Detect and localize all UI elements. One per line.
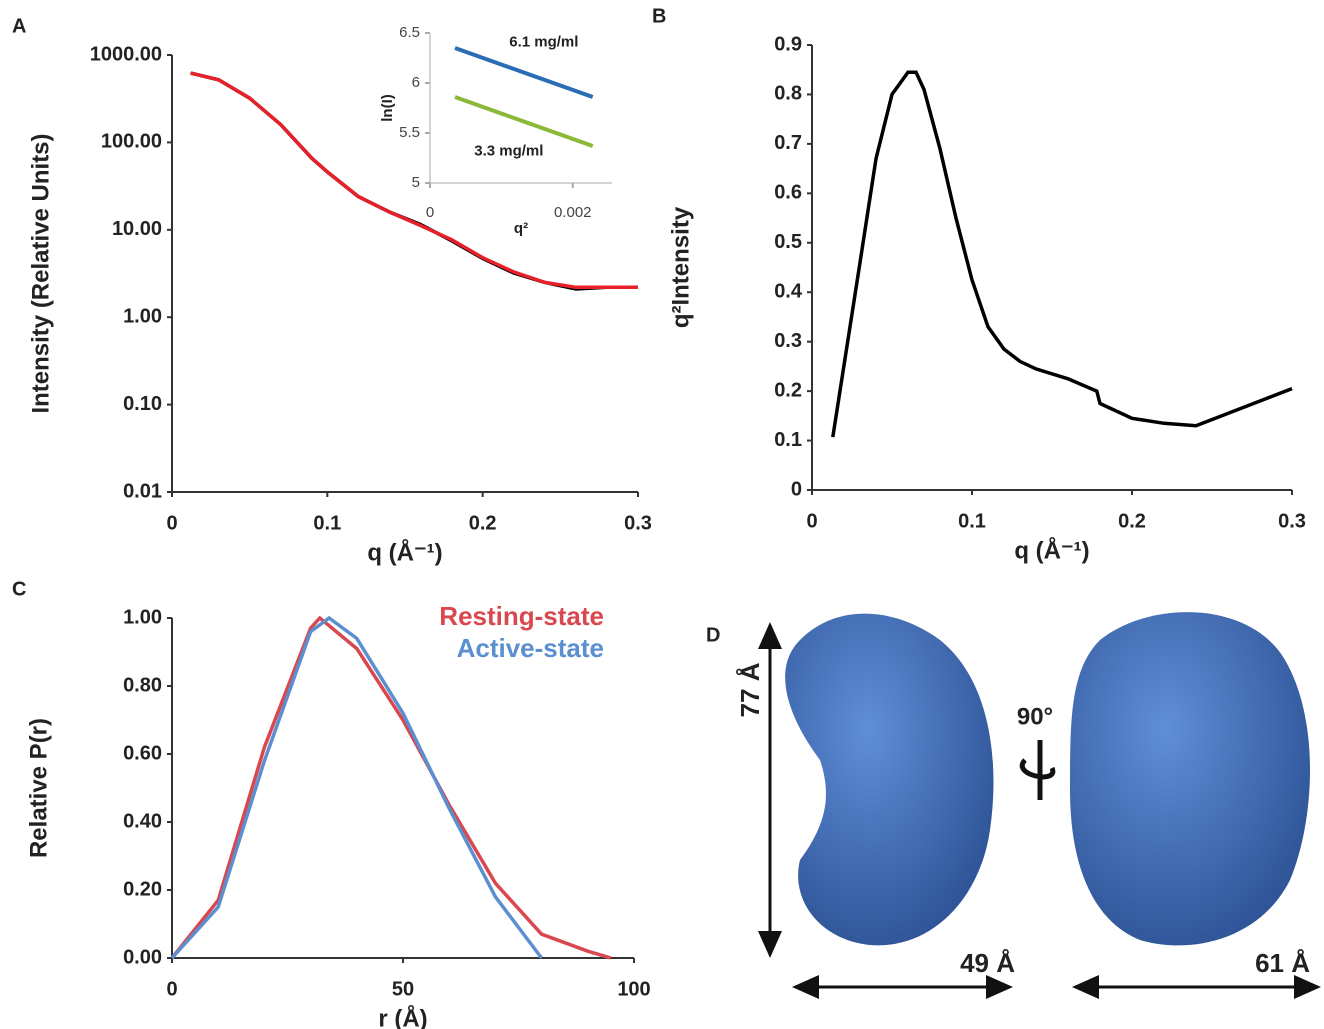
molecule-view	[785, 614, 993, 946]
y-tick-label: 0.00	[123, 946, 162, 968]
y-tick-label: 6.5	[399, 24, 420, 41]
x-tick-label: 0.2	[469, 512, 497, 534]
x-tick-label: 0.3	[1278, 510, 1306, 532]
dimension-label: 49 Å	[960, 948, 1015, 978]
legend-label: Resting-state	[439, 601, 604, 631]
y-tick-label: 5.5	[399, 124, 420, 141]
x-tick-label: 100	[617, 978, 650, 1000]
y-axis-title: Relative P(r)	[25, 718, 52, 858]
y-axis-title: q²Intensity	[667, 206, 694, 328]
y-tick-label: 0.3	[774, 330, 802, 352]
y-tick-label: 1.00	[123, 305, 162, 327]
data-line	[172, 618, 611, 958]
y-axis-title: ln(I)	[379, 94, 396, 122]
x-axis-title: q (Å⁻¹)	[1014, 536, 1089, 564]
x-tick-label: 50	[392, 978, 414, 1000]
x-tick-label: 0	[806, 510, 817, 532]
x-tick-label: 0	[166, 978, 177, 1000]
x-tick-label: 0.1	[958, 510, 986, 532]
x-tick-label: 0.1	[313, 512, 341, 534]
panel-letter: C	[12, 578, 26, 600]
data-line	[455, 97, 593, 146]
y-tick-label: 0.2	[774, 379, 802, 401]
x-tick-label: 0.2	[1118, 510, 1146, 532]
dimension-label: 61 Å	[1255, 948, 1310, 978]
y-tick-label: 0.5	[774, 231, 802, 253]
panel-letter: D	[706, 624, 720, 646]
y-tick-label: 5	[412, 174, 420, 191]
x-axis-title: q²	[514, 220, 528, 237]
y-tick-label: 0.8	[774, 83, 802, 105]
y-tick-label: 0.40	[123, 810, 162, 832]
data-line	[455, 48, 593, 97]
y-tick-label: 0.7	[774, 132, 802, 154]
y-tick-label: 0.01	[123, 480, 162, 502]
legend-label: Active-state	[457, 633, 604, 663]
y-tick-label: 0.60	[123, 742, 162, 764]
y-tick-label: 10.00	[112, 218, 162, 240]
y-tick-label: 0.1	[774, 429, 802, 451]
y-tick-label: 0.80	[123, 674, 162, 696]
rotation-label: 90°	[1017, 703, 1053, 730]
y-tick-label: 0	[791, 478, 802, 500]
y-tick-label: 100.00	[101, 131, 162, 153]
dimension-label: 77 Å	[735, 662, 765, 717]
panel-d: D 77 Å 49 Å 61 Å 90°	[706, 612, 1318, 987]
y-tick-label: 0.20	[123, 878, 162, 900]
x-axis-title: q (Å⁻¹)	[367, 538, 442, 566]
series-label: 6.1 mg/ml	[509, 33, 578, 50]
x-tick-label: 0.3	[624, 512, 652, 534]
y-tick-label: 0.4	[774, 281, 803, 303]
y-tick-label: 0.10	[123, 393, 162, 415]
y-tick-label: 0.9	[774, 33, 802, 55]
series-label: 3.3 mg/ml	[474, 142, 543, 159]
x-axis-title: r (Å)	[378, 1004, 427, 1029]
data-line	[172, 618, 542, 958]
molecule-view	[1070, 612, 1310, 945]
rotation-symbol	[1022, 740, 1053, 800]
y-tick-label: 1000.00	[90, 43, 162, 65]
y-axis-title: Intensity (Relative Units)	[27, 133, 54, 413]
figure: D 77 Å 49 Å 61 Å 90° 0.010.101.0010.0010…	[0, 0, 1324, 1029]
x-tick-label: 0	[166, 512, 177, 534]
x-tick-label: 0	[426, 204, 434, 221]
panel-letter: A	[12, 15, 26, 37]
data-line	[833, 72, 1292, 437]
panel-letter: B	[652, 5, 666, 27]
y-tick-label: 0.6	[774, 182, 802, 204]
y-tick-label: 6	[412, 74, 420, 91]
x-tick-label: 0.002	[554, 204, 592, 221]
y-tick-label: 1.00	[123, 606, 162, 628]
